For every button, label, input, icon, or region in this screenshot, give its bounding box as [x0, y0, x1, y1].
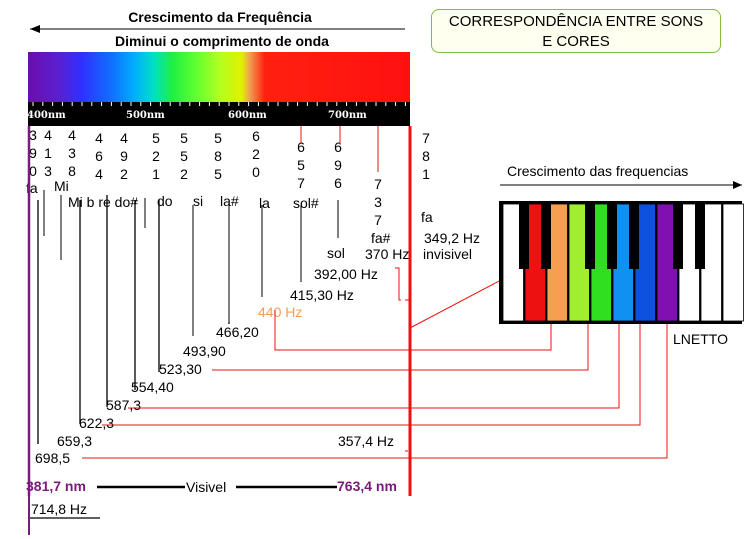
note-sol: sol [327, 245, 345, 261]
wavelength-digit: 1 [152, 166, 160, 182]
wavelength-label: Diminui o comprimento de onda [115, 33, 329, 49]
black-key [585, 204, 595, 269]
axis-ticks [32, 102, 406, 106]
freq-arrow-head [30, 25, 40, 33]
black-key [673, 204, 683, 269]
wavelength-digit: 2 [180, 166, 188, 182]
wavelength-digit: 4 [68, 127, 76, 143]
wavelength-digit: 5 [152, 130, 160, 146]
black-key [629, 204, 639, 269]
spectrum-connectors [43, 190, 339, 336]
note-sol-sharp: sol# [293, 195, 319, 211]
freq-392: 392,00 Hz [314, 266, 378, 282]
color-spectrum-bar [28, 52, 410, 102]
wavelength-digit: 5 [180, 148, 188, 164]
wavelength-digit: 2 [152, 148, 160, 164]
freq-622: 622,3 [79, 415, 114, 431]
note-mi: Mi [54, 178, 69, 194]
bottom-left-nm: 381,7 nm [26, 478, 86, 494]
freq-466: 466,20 [216, 324, 259, 340]
note-fa: fa [26, 180, 38, 196]
wavelength-digit: 5 [214, 166, 222, 182]
note-la: la [259, 195, 270, 211]
wavelength-digit: 9 [120, 148, 128, 164]
wavelength-digit: 6 [334, 139, 342, 155]
wavelength-digit: 5 [214, 130, 222, 146]
black-key [695, 204, 705, 269]
note-si: si [193, 193, 203, 209]
wavelength-digit: 1 [422, 166, 430, 182]
note-do: do [157, 193, 173, 209]
freq-440: 440 Hz [258, 304, 302, 320]
freq-698: 698,5 [35, 450, 70, 466]
title-line-1: CORRESPONDÊNCIA ENTRE SONS [448, 13, 704, 30]
wavelength-digit: 7 [374, 176, 382, 192]
wavelength-digit: 7 [297, 175, 305, 191]
freq-invisible-label: invisivel [423, 246, 472, 262]
staircase-lines [37, 195, 230, 444]
wavelength-digit: 3 [29, 127, 37, 143]
note-la-sharp: la# [220, 193, 239, 209]
keyboard-author: LNETTO [673, 331, 728, 347]
wavelength-digit: 2 [252, 146, 260, 162]
title-box: CORRESPONDÊNCIA ENTRE SONS E CORES [431, 9, 721, 53]
keyboard-arrow-head [733, 181, 742, 189]
wavelength-digit: 4 [44, 127, 52, 143]
freq-growth-label: Crescimento da Frequência [128, 9, 312, 25]
visible-label: Visivel [186, 479, 226, 495]
piano-keyboard [499, 201, 744, 324]
wavelength-digit: 0 [252, 164, 260, 180]
wavelength-digit: 4 [95, 130, 103, 146]
wavelength-digit: 9 [334, 157, 342, 173]
wavelength-digit: 8 [422, 148, 430, 164]
note-mib-re-do: Mi b re do# [68, 194, 138, 210]
wavelength-digit: 2 [120, 166, 128, 182]
black-key [607, 204, 617, 269]
wavelength-digit: 8 [214, 148, 222, 164]
freq-357: 357,4 Hz [338, 433, 394, 449]
note-fa-sharp: fa# [371, 230, 391, 246]
bottom-right-nm: 763,4 nm [337, 478, 397, 494]
spectrum-red-ticks [300, 126, 379, 172]
wavelength-digit: 5 [180, 130, 188, 146]
wavelength-digit: 0 [29, 163, 37, 179]
freq-370: 370 Hz [365, 246, 409, 262]
axis-label-400: 400nm [27, 110, 66, 121]
axis-label-700: 700nm [328, 110, 367, 121]
freq-415: 415,30 Hz [290, 287, 354, 303]
freq-349: 349,2 Hz [424, 230, 480, 246]
wavelength-digit: 6 [95, 148, 103, 164]
freq-493: 493,90 [183, 343, 226, 359]
freq-523: 523,30 [159, 361, 202, 377]
red-connectors [82, 267, 668, 459]
freq-659: 659,3 [57, 433, 92, 449]
wavelength-digit: 8 [68, 163, 76, 179]
title-line-2: E CORES [542, 33, 610, 50]
wavelength-digit: 6 [334, 175, 342, 191]
black-key [541, 204, 551, 269]
wavelength-digit: 5 [297, 157, 305, 173]
wavelength-digit: 4 [95, 166, 103, 182]
note-fa-right: fa [421, 209, 433, 225]
wavelength-digit: 7 [374, 212, 382, 228]
wavelength-digit: 1 [44, 145, 52, 161]
axis-label-600: 600nm [228, 110, 267, 121]
freq-714: 714,8 Hz [31, 501, 87, 517]
wavelength-digit: 3 [68, 145, 76, 161]
wavelength-digit: 6 [252, 128, 260, 144]
wavelength-digit: 7 [422, 130, 430, 146]
black-key [519, 204, 529, 269]
keyboard-title: Crescimento das frequencias [507, 163, 688, 179]
wavelength-digit: 3 [44, 163, 52, 179]
wavelength-digit: 6 [297, 139, 305, 155]
wavelength-digit: 4 [120, 130, 128, 146]
wavelength-digit: 3 [374, 194, 382, 210]
freq-587: 587,3 [106, 397, 141, 413]
wavelength-digit: 9 [29, 145, 37, 161]
axis-label-500: 500nm [126, 110, 165, 121]
freq-554: 554,40 [131, 379, 174, 395]
white-key [722, 203, 744, 322]
